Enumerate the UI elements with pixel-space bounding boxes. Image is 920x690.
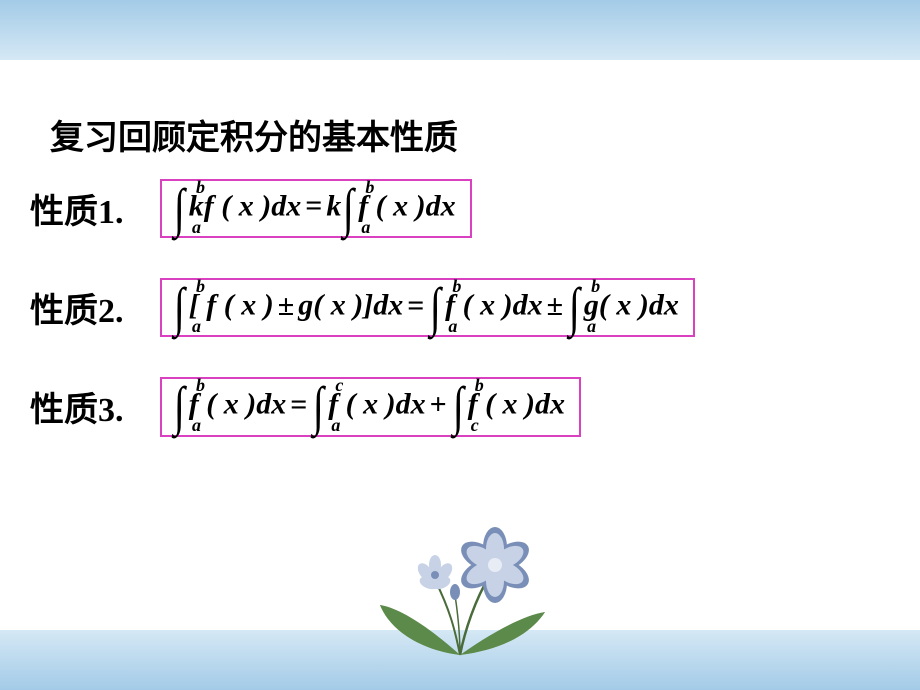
- slide-title: 复习回顾定积分的基本性质: [50, 110, 890, 159]
- property-label-2: 性质2.: [30, 283, 160, 332]
- slide-content: 复习回顾定积分的基本性质 性质1. ∫bakf ( x )dx=k∫baf ( …: [30, 110, 890, 477]
- property-label-3: 性质3.: [30, 382, 160, 431]
- formula-box-2: ∫ba[ f ( x )±g( x )]dx=∫baf ( x )dx±∫bag…: [160, 278, 695, 337]
- top-gradient-bar: [0, 0, 920, 60]
- property-label-1: 性质1.: [30, 184, 160, 233]
- flower-decoration: [360, 500, 560, 660]
- formula-box-3: ∫baf ( x )dx=∫caf ( x )dx+∫bcf ( x )dx: [160, 377, 581, 436]
- property-row-2: 性质2. ∫ba[ f ( x )±g( x )]dx=∫baf ( x )dx…: [30, 278, 890, 337]
- property-row-3: 性质3. ∫baf ( x )dx=∫caf ( x )dx+∫bcf ( x …: [30, 377, 890, 436]
- property-row-1: 性质1. ∫bakf ( x )dx=k∫baf ( x )dx: [30, 179, 890, 238]
- formula-box-1: ∫bakf ( x )dx=k∫baf ( x )dx: [160, 179, 472, 238]
